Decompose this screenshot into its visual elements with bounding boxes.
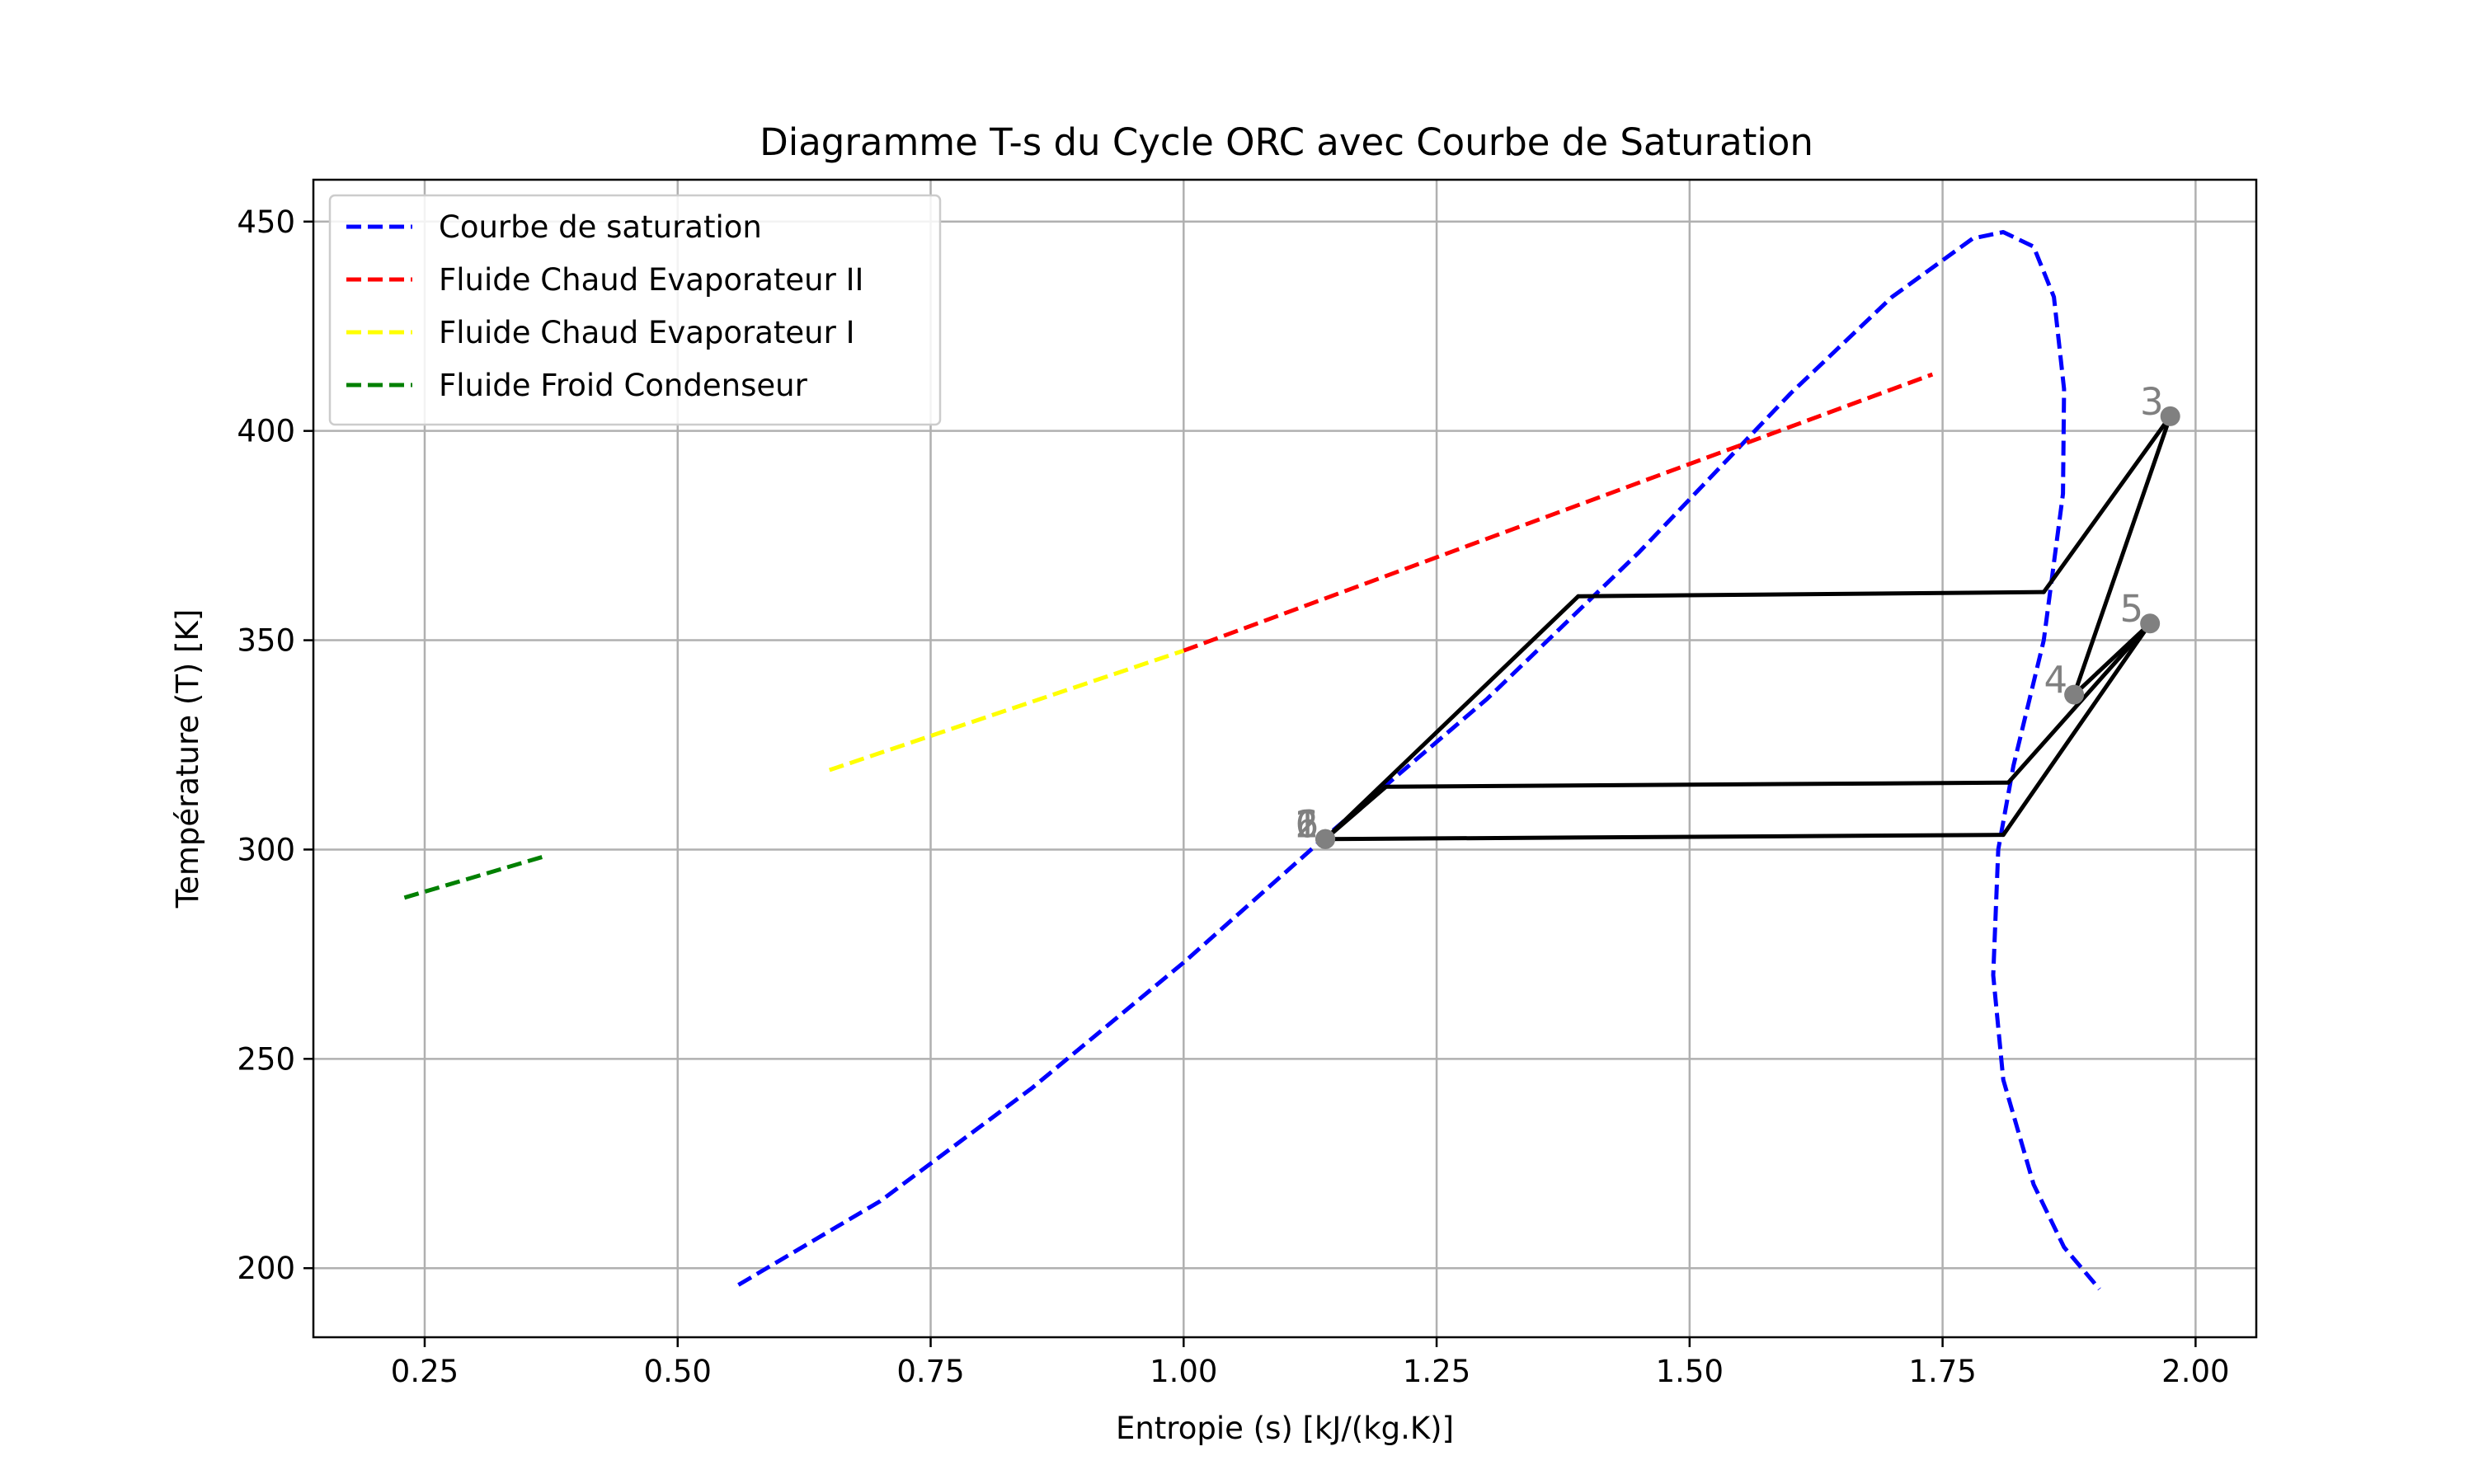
cycle-segment: [1384, 780, 2011, 789]
cycle-point-marker: [2064, 684, 2085, 705]
y-tick-label: 350: [237, 623, 295, 659]
series-line-1: [1183, 372, 1934, 653]
cycle-segment: [2041, 414, 2173, 594]
series-line-2: [829, 648, 1185, 773]
x-axis-ticks: 0.25 0.50 0.75 1.00 1.25 1.50 1.75 2.00: [391, 1337, 2230, 1389]
cycle-points: 12 3 4 5 6: [1295, 380, 2180, 849]
legend-label: Fluide Froid Condenseur: [439, 368, 808, 403]
x-tick-label: 1.50: [1656, 1354, 1724, 1389]
y-tick-label: 450: [237, 204, 295, 240]
cycle-segment: [1323, 784, 1389, 842]
cycle-point-marker: [1315, 829, 1336, 849]
x-tick-label: 2.00: [2161, 1354, 2229, 1389]
cycle-point-marker: [2140, 613, 2161, 634]
y-axis-ticks: 200 250 300 350 400 450: [237, 204, 313, 1286]
chart-title: Diagramme T-s du Cycle ORC avec Courbe d…: [760, 120, 1813, 164]
y-tick-label: 250: [237, 1041, 295, 1077]
x-tick-label: 1.25: [1403, 1354, 1470, 1389]
cycle-segment: [1323, 594, 1581, 842]
x-tick-label: 0.75: [896, 1354, 964, 1389]
legend-label: Fluide Chaud Evaporateur I: [439, 315, 855, 350]
plot-area: 12 3 4 5 6: [403, 230, 2180, 1291]
cycle-segment: [1576, 589, 2046, 599]
legend: Courbe de saturation Fluide Chaud Evapora…: [328, 194, 942, 426]
cycle-point-label: 1: [1295, 803, 1319, 847]
plot-frame: [312, 178, 2258, 1339]
series-line-3: [403, 853, 547, 900]
cycle-point-label: 4: [2044, 659, 2067, 702]
cycle-segment: [2001, 621, 2152, 838]
series-line-0: [737, 230, 2101, 1291]
cycle-segment: [1323, 833, 2006, 842]
cycle-segment: [2072, 414, 2173, 697]
cycle-point-marker: [2160, 406, 2180, 426]
cycle-point-label: 5: [2120, 587, 2144, 631]
series-lines: [403, 230, 2101, 1291]
x-axis-title: Entropie (s) [kJ/(kg.K)]: [1116, 1411, 1454, 1446]
legend-box: [328, 194, 942, 426]
cycle-point-label: 2: [1295, 803, 1319, 847]
y-tick-label: 200: [237, 1251, 295, 1286]
x-tick-label: 1.00: [1150, 1354, 1217, 1389]
legend-label: Courbe de saturation: [439, 209, 762, 245]
cycle-point-label: 6: [1295, 803, 1319, 847]
y-tick-label: 300: [237, 832, 295, 867]
cycle-point-label: 3: [2140, 380, 2164, 424]
y-tick-label: 400: [237, 414, 295, 449]
x-tick-label: 1.75: [1908, 1354, 1976, 1389]
x-tick-label: 0.50: [644, 1354, 712, 1389]
cycle-lines: [1323, 414, 2173, 842]
x-tick-label: 0.25: [391, 1354, 459, 1389]
legend-label: Fluide Chaud Evaporateur II: [439, 262, 863, 298]
y-axis-title: Température (T) [K]: [170, 609, 205, 909]
